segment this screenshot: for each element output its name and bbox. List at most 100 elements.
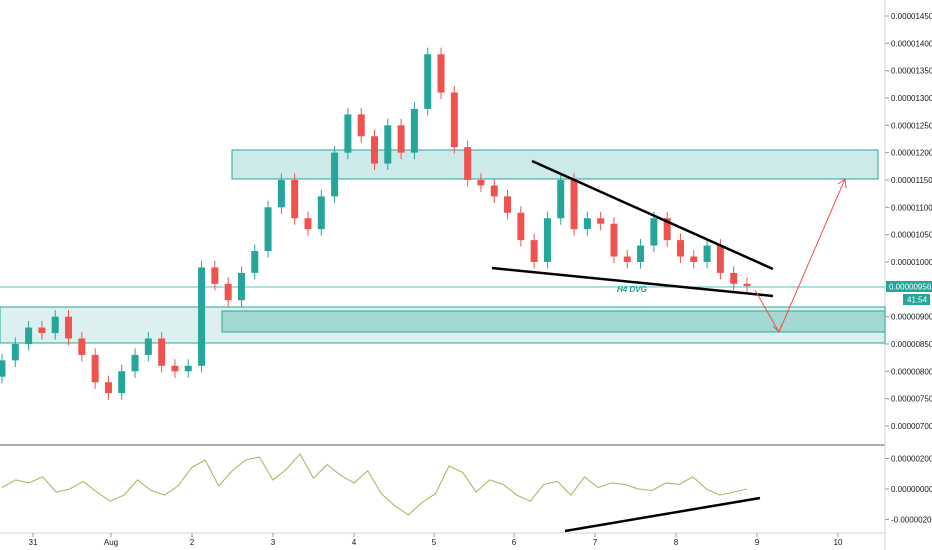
price-tick-label: 0.00001200: [891, 149, 932, 158]
price-axis[interactable]: 0.00001450 0.00001400 0.00001350 0.00001300…: [885, 12, 932, 431]
price-tick-label: 0.00000750: [891, 395, 932, 404]
resistance-zone[interactable]: [231, 149, 879, 180]
candle-body[interactable]: [410, 108, 418, 153]
candle-body[interactable]: [730, 272, 738, 284]
time-tick-label: 3: [271, 538, 276, 547]
candle-body[interactable]: [743, 283, 751, 287]
candle-body[interactable]: [490, 185, 498, 197]
candle-body[interactable]: [25, 327, 33, 344]
support-zone-inner[interactable]: [221, 310, 886, 333]
oscillator-axis[interactable]: 0.00000200 0.00000000 -0.00000200: [885, 455, 932, 525]
candle-body[interactable]: [0, 360, 6, 377]
candle-body[interactable]: [517, 212, 525, 241]
candle-body[interactable]: [251, 251, 259, 273]
price-tick-label: 0.00000900: [891, 313, 932, 322]
time-tick-label: 9: [755, 538, 760, 547]
osc-tick-label: 0.00000200: [891, 455, 932, 464]
candles-layer: [0, 47, 751, 400]
price-tick-label: 0.00000800: [891, 367, 932, 376]
candle-body[interactable]: [198, 267, 206, 366]
candle-body[interactable]: [637, 245, 645, 262]
candle-body[interactable]: [65, 316, 73, 339]
candle-body[interactable]: [623, 256, 631, 262]
dvg-annotation: H4 DVG: [617, 285, 647, 294]
candle-body[interactable]: [676, 240, 684, 257]
candle-body[interactable]: [104, 382, 112, 394]
candle-body[interactable]: [703, 245, 711, 262]
oscillator-line[interactable]: [1, 452, 748, 516]
projection-arrowhead-up: [837, 178, 847, 189]
projection-arrowhead-down: [772, 323, 783, 333]
candle-body[interactable]: [38, 327, 46, 334]
time-axis[interactable]: 31 Aug 2 3 4 5 6 7 8 9 10: [29, 533, 843, 547]
drawings: H4 DVG: [491, 159, 847, 533]
osc-tick-label: 0.00000000: [891, 485, 932, 494]
candle-body[interactable]: [184, 365, 192, 372]
candle-body[interactable]: [397, 125, 405, 153]
candle-body[interactable]: [317, 196, 325, 230]
price-tick-label: 0.00000850: [891, 340, 932, 349]
candle-body[interactable]: [344, 114, 352, 153]
price-tick-label: 0.00001400: [891, 39, 932, 48]
time-tick-label: 10: [834, 538, 843, 547]
candle-body[interactable]: [237, 272, 245, 301]
candle-body[interactable]: [597, 218, 605, 224]
osc-tick-label: -0.00000200: [891, 516, 932, 525]
price-tick-label: 0.00001300: [891, 94, 932, 103]
price-tick-label: 0.00001000: [891, 258, 932, 267]
candle-body[interactable]: [437, 54, 445, 93]
candle-body[interactable]: [331, 152, 339, 197]
zones-layer: [0, 149, 886, 344]
candle-body[interactable]: [557, 179, 565, 219]
candle-body[interactable]: [51, 316, 59, 334]
candle-body[interactable]: [716, 245, 724, 273]
candle-body[interactable]: [91, 354, 99, 383]
candle-body[interactable]: [610, 223, 618, 257]
time-tick-label: 7: [593, 538, 598, 547]
upper-trendline[interactable]: [531, 159, 774, 271]
candle-body[interactable]: [131, 354, 139, 372]
candle-body[interactable]: [158, 338, 166, 366]
countdown-label: 41:54: [907, 296, 928, 305]
price-tick-label: 0.00001100: [891, 203, 932, 212]
candle-body[interactable]: [424, 54, 432, 109]
candle-body[interactable]: [384, 125, 392, 164]
candle-body[interactable]: [450, 92, 458, 148]
candle-body[interactable]: [357, 114, 365, 137]
candle-body[interactable]: [211, 267, 219, 284]
price-tick-label: 0.00001450: [891, 12, 932, 21]
candle-body[interactable]: [650, 218, 658, 246]
candle-body[interactable]: [543, 218, 551, 262]
candle-body[interactable]: [171, 365, 179, 372]
price-tick-label: 0.00001150: [891, 176, 932, 185]
candle-body[interactable]: [663, 218, 671, 241]
candle-body[interactable]: [291, 179, 299, 219]
osc-trendline[interactable]: [564, 496, 761, 533]
price-tick-label: 0.00001350: [891, 67, 932, 76]
candle-body[interactable]: [570, 179, 578, 230]
time-tick-label: 4: [352, 538, 357, 547]
current-price-label: 0.00000956: [889, 283, 932, 292]
candle-body[interactable]: [277, 179, 285, 208]
candle-body[interactable]: [690, 256, 698, 262]
time-tick-label: 2: [190, 538, 195, 547]
candle-body[interactable]: [583, 218, 591, 230]
candle-body[interactable]: [264, 207, 272, 252]
lower-trendline[interactable]: [491, 266, 774, 298]
candle-body[interactable]: [144, 338, 152, 355]
current-price-tag: 0.00000956 41:54: [886, 281, 932, 305]
candle-body[interactable]: [530, 240, 538, 262]
candle-body[interactable]: [464, 147, 472, 180]
candle-body[interactable]: [78, 338, 86, 355]
candle-body[interactable]: [371, 136, 378, 164]
price-tick-label: 0.00001250: [891, 121, 932, 130]
time-tick-label: 8: [674, 538, 679, 547]
candle-body[interactable]: [11, 343, 19, 361]
candle-body[interactable]: [224, 283, 232, 301]
candle-body[interactable]: [504, 196, 512, 213]
candle-body[interactable]: [477, 179, 485, 186]
candle-body[interactable]: [304, 218, 312, 230]
candle-body[interactable]: [118, 371, 126, 394]
time-tick-label: 6: [512, 538, 517, 547]
